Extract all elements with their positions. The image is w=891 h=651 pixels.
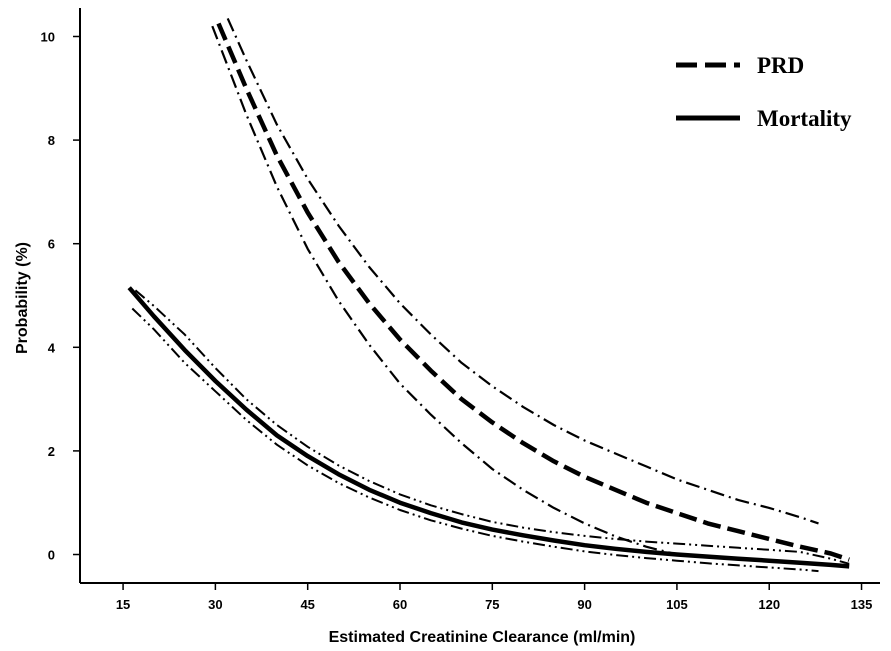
y-tick-label: 2 — [48, 444, 55, 459]
x-tick-label: 60 — [393, 597, 407, 612]
y-tick-label: 4 — [48, 340, 56, 355]
x-tick-label: 90 — [577, 597, 591, 612]
series-line-prd — [216, 22, 850, 562]
series-line-mortality-upper-ci — [134, 289, 850, 565]
y-axis-title: Probability (%) — [14, 242, 31, 354]
series-line-prd-upper-ci — [226, 17, 819, 525]
plot-lines — [127, 17, 850, 573]
x-tick-label: 105 — [666, 597, 688, 612]
y-tick-label: 0 — [48, 548, 55, 563]
y-tick-label: 8 — [48, 133, 55, 148]
axes — [79, 8, 880, 584]
y-tick-label: 10 — [41, 29, 55, 44]
x-tick-label: 120 — [758, 597, 780, 612]
x-axis-title: Estimated Creatinine Clearance (ml/min) — [329, 629, 636, 646]
series-line-mortality-lower-ci — [131, 307, 819, 573]
x-tick-label: 135 — [851, 597, 873, 612]
legend-label-mortality: Mortality — [757, 106, 852, 131]
legend-label-prd: PRD — [757, 53, 804, 78]
legend: PRD Mortality — [676, 53, 852, 131]
x-tick-label: 30 — [208, 597, 222, 612]
x-tick-label: 75 — [485, 597, 499, 612]
ticks: 15 30 45 60 75 90 105 120 135 0 2 4 6 8 10 — [41, 29, 873, 612]
x-tick-label: 45 — [300, 597, 314, 612]
x-tick-label: 15 — [116, 597, 130, 612]
series-line-mortality — [127, 286, 850, 569]
y-tick-label: 6 — [48, 237, 55, 252]
series-line-prd-lower-ci — [211, 25, 678, 556]
